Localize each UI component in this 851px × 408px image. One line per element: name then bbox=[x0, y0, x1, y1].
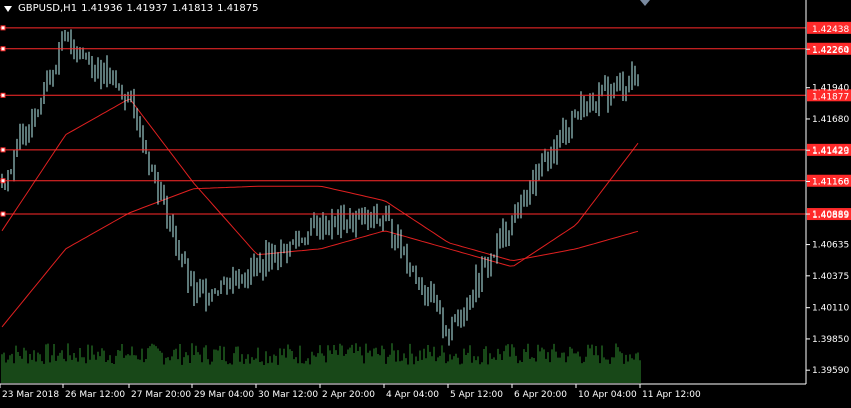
level-price-label: 1.40889 bbox=[812, 211, 849, 221]
time-tick-label: 2 Apr 20:00 bbox=[322, 390, 375, 400]
moving-averages bbox=[1, 98, 639, 328]
time-tick-label: 26 Mar 12:00 bbox=[65, 390, 125, 400]
price-tick-label: 1.41680 bbox=[812, 115, 849, 125]
price-tick-label: 1.42260 bbox=[812, 45, 849, 55]
level-price-label: 1.41423 bbox=[812, 147, 849, 157]
time-axis: 23 Mar 2018 26 Mar 12:00 27 Mar 20:00 29 Ma… bbox=[0, 384, 701, 400]
level-price-label: 1.41877 bbox=[812, 92, 849, 102]
open-value: 1.41936 bbox=[81, 3, 123, 14]
level-handle-icon bbox=[0, 147, 6, 153]
moving-average-line-2 bbox=[1, 98, 639, 267]
level-handle-icon bbox=[0, 178, 6, 184]
symbol-label: GBPUSD,H1 bbox=[18, 3, 78, 14]
time-tick-label: 4 Apr 04:00 bbox=[386, 390, 439, 400]
level-handle-icon bbox=[0, 46, 6, 52]
price-tick-label: 1.39850 bbox=[812, 335, 849, 345]
level-price-tag bbox=[807, 174, 851, 187]
low-value: 1.41813 bbox=[171, 3, 214, 14]
horizontal-levels[interactable]: 1.42438 1.42264 1.41877 1.41423 1.41166 1.408… bbox=[0, 21, 851, 221]
moving-average-line-1 bbox=[1, 185, 639, 328]
price-tick-label: 1.41420 bbox=[812, 146, 849, 156]
volume-histogram bbox=[1, 343, 641, 383]
price-tick-label: 1.40889 bbox=[812, 210, 849, 220]
level-handle-icon bbox=[0, 92, 6, 98]
price-tick-label: 1.40110 bbox=[812, 304, 849, 314]
time-tick-label: 27 Mar 20:00 bbox=[131, 390, 191, 400]
axes bbox=[0, 0, 807, 385]
level-price-label: 1.42264 bbox=[812, 46, 849, 56]
chart-header: GBPUSD,H1 1.41936 1.41937 1.41813 1.4187… bbox=[4, 3, 259, 14]
price-tick-label: 1.40635 bbox=[812, 241, 849, 251]
time-tick-label: 23 Mar 2018 bbox=[2, 390, 59, 400]
time-tick-label: 30 Mar 12:00 bbox=[258, 390, 318, 400]
time-tick-label: 11 Apr 12:00 bbox=[642, 390, 701, 400]
price-tick-label: 1.40375 bbox=[812, 272, 849, 282]
level-handle-icon bbox=[0, 25, 6, 31]
price-tick-label: 1.41160 bbox=[812, 177, 849, 187]
price-tick-label: 1.41940 bbox=[812, 84, 849, 94]
level-price-label: 1.42438 bbox=[812, 25, 849, 35]
price-axis: 1.42260 1.41940 1.41680 1.41420 1.41160 1.408… bbox=[806, 45, 849, 376]
level-price-tag bbox=[807, 21, 851, 34]
time-tick-label: 29 Mar 04:00 bbox=[194, 390, 254, 400]
level-price-tag bbox=[807, 143, 851, 156]
price-tick-label: 1.39590 bbox=[812, 366, 849, 376]
level-price-tag bbox=[807, 42, 851, 55]
dropdown-arrow-icon[interactable] bbox=[4, 5, 12, 12]
time-tick-label: 5 Apr 12:00 bbox=[450, 390, 503, 400]
candlestick-series bbox=[1, 29, 639, 346]
high-value: 1.41937 bbox=[126, 3, 168, 14]
time-tick-label: 10 Apr 04:00 bbox=[578, 390, 637, 400]
level-price-tag bbox=[807, 208, 851, 221]
level-handle-icon bbox=[0, 211, 6, 217]
time-tick-label: 6 Apr 20:00 bbox=[514, 390, 567, 400]
level-price-tag bbox=[807, 89, 851, 102]
close-value: 1.41875 bbox=[217, 3, 259, 14]
level-price-label: 1.41166 bbox=[812, 178, 849, 188]
scroll-marker-icon[interactable] bbox=[640, 0, 650, 6]
